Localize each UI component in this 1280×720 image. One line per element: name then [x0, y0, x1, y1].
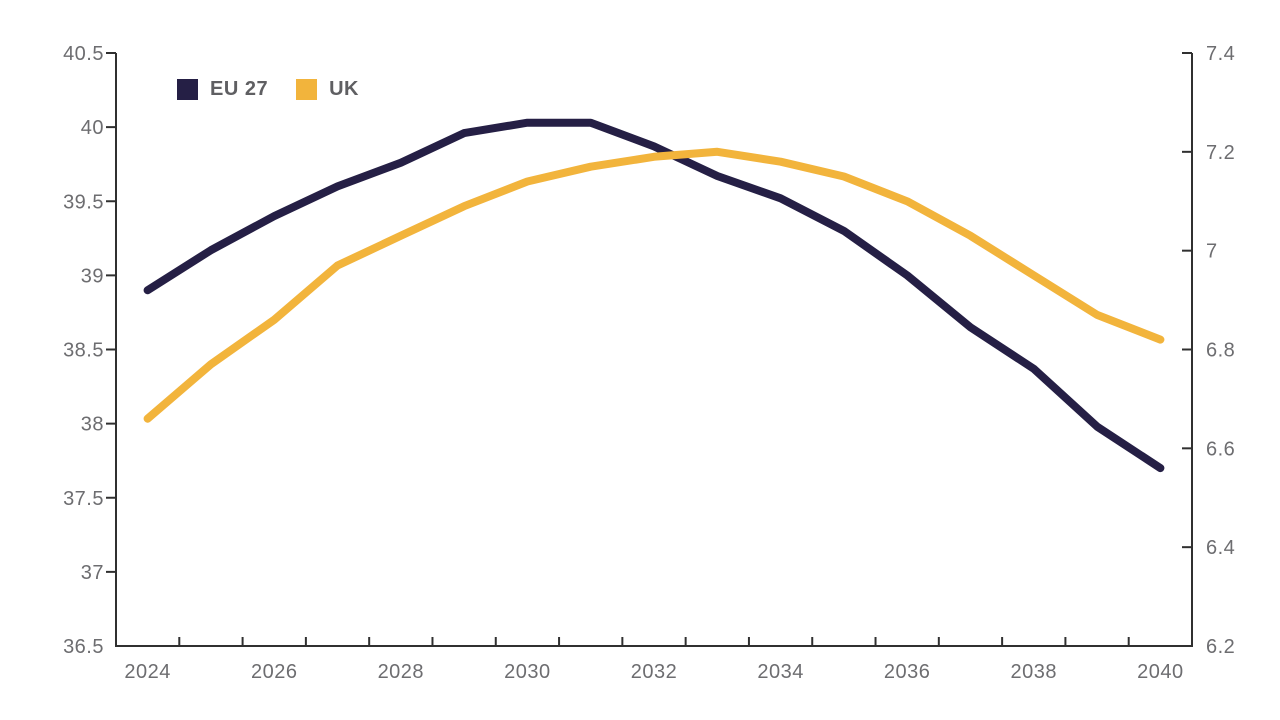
legend-item-eu27: EU 27 [177, 78, 268, 101]
x-axis-tick-label: 2024 [124, 661, 171, 683]
legend-item-uk: UK [296, 78, 359, 101]
left-axis-tick-label: 37 [81, 562, 104, 584]
left-axis-tick-label: 39.5 [63, 191, 104, 213]
left-axis-tick-label: 38.5 [63, 340, 104, 362]
eu27-line [143, 118, 1165, 473]
uk-swatch-icon [296, 79, 318, 100]
legend-label-uk: UK [329, 78, 359, 100]
left-axis-tick-label: 40.5 [63, 43, 104, 65]
right-axis-tick-label: 7.2 [1206, 142, 1235, 164]
right-axis-tick-label: 6.6 [1206, 438, 1235, 460]
left-axis-tick-label: 39 [81, 265, 104, 287]
x-axis-tick-label: 2038 [1011, 661, 1058, 683]
left-axis-tick-label: 40 [81, 117, 104, 139]
x-axis-tick-label: 2034 [757, 661, 804, 683]
right-axis-tick-label: 6.4 [1206, 537, 1235, 559]
right-axis-tick-label: 7.4 [1206, 43, 1235, 65]
left-axis-tick-label: 38 [81, 414, 104, 436]
legend-label-eu27: EU 27 [210, 78, 269, 100]
uk-line [143, 147, 1165, 423]
x-axis-tick-label: 2030 [504, 661, 551, 683]
left-axis-tick-label: 36.5 [63, 636, 104, 658]
x-axis-tick-label: 2032 [631, 661, 678, 683]
eu27-swatch-icon [177, 79, 198, 100]
x-axis-tick-label: 2036 [884, 661, 931, 683]
x-axis-tick-label: 2040 [1137, 661, 1184, 683]
x-axis-tick-label: 2028 [378, 661, 425, 683]
right-axis-tick-label: 6.2 [1206, 636, 1235, 658]
legend: EU 27 UK [177, 78, 359, 101]
right-axis-tick-label: 6.8 [1206, 340, 1235, 362]
right-axis-tick-label: 7 [1206, 241, 1218, 263]
x-axis-tick-label: 2026 [251, 661, 298, 683]
left-axis-tick-label: 37.5 [63, 488, 104, 510]
